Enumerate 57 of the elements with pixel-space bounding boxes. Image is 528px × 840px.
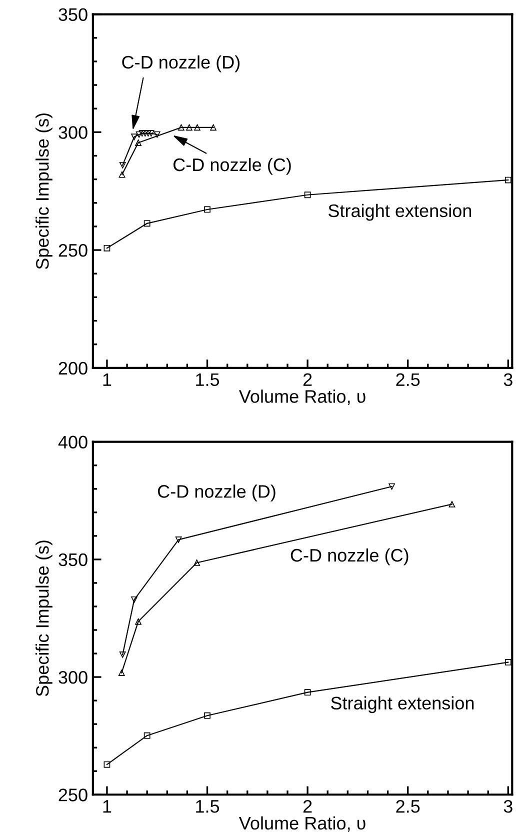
x-axis-title: Volume Ratio, υ	[238, 390, 366, 406]
point	[186, 124, 192, 131]
point	[104, 761, 110, 768]
annotation: Straight extension	[331, 696, 474, 714]
point	[388, 483, 396, 490]
y-tick-label: 300	[58, 126, 88, 139]
point	[135, 618, 142, 625]
x-tick-label: 2.5	[396, 800, 420, 813]
point	[154, 131, 160, 138]
point	[131, 134, 138, 140]
point	[104, 244, 110, 252]
y-axis-title: Specific Impulse (s)	[36, 113, 52, 270]
y-tick-label: 250	[58, 788, 88, 802]
annotation: Straight extension	[328, 204, 472, 221]
x-tick-label: 1.5	[196, 373, 220, 386]
x-tick-label: 2.5	[396, 373, 420, 386]
y-tick-label: 350	[58, 553, 88, 566]
point	[194, 560, 200, 566]
x-tick-label: 3	[504, 800, 512, 813]
point	[504, 659, 512, 666]
point	[118, 670, 125, 676]
y-tick-label: 350	[58, 8, 88, 21]
point	[119, 162, 126, 168]
point	[136, 131, 142, 138]
annotation: C-D nozzle (C)	[290, 548, 408, 566]
point	[135, 140, 142, 146]
point	[304, 192, 311, 198]
point	[204, 206, 210, 213]
point	[304, 689, 311, 696]
point	[210, 124, 216, 131]
y-axis-title: Specific Impulse (s)	[36, 540, 52, 696]
point	[175, 536, 182, 543]
x-tick-label: 1	[103, 373, 112, 386]
annotation: C-D nozzle (D)	[158, 484, 276, 502]
y-tick-label: 300	[58, 670, 88, 684]
x-tick-label: 2	[303, 373, 312, 386]
x-tick-label: 2	[303, 800, 312, 813]
point	[131, 596, 138, 603]
point	[144, 732, 150, 739]
point	[119, 652, 126, 658]
point	[504, 176, 512, 184]
y-tick-label: 400	[58, 436, 88, 449]
point	[148, 130, 154, 137]
point	[204, 712, 210, 719]
point	[194, 124, 200, 131]
x-tick-label: 1.5	[196, 800, 220, 813]
x-tick-label: 3	[504, 373, 512, 386]
point	[448, 500, 456, 508]
point	[118, 171, 126, 178]
y-tick-label: 250	[58, 244, 88, 257]
x-tick-label: 1	[103, 800, 112, 813]
point	[144, 220, 150, 227]
annotation: C-D nozzle (C)	[174, 158, 291, 175]
y-tick-label: 200	[58, 362, 88, 375]
x-axis-title: Volume Ratio, υ	[238, 816, 366, 832]
annotation: C-D nozzle (D)	[122, 55, 240, 72]
point	[178, 124, 184, 131]
